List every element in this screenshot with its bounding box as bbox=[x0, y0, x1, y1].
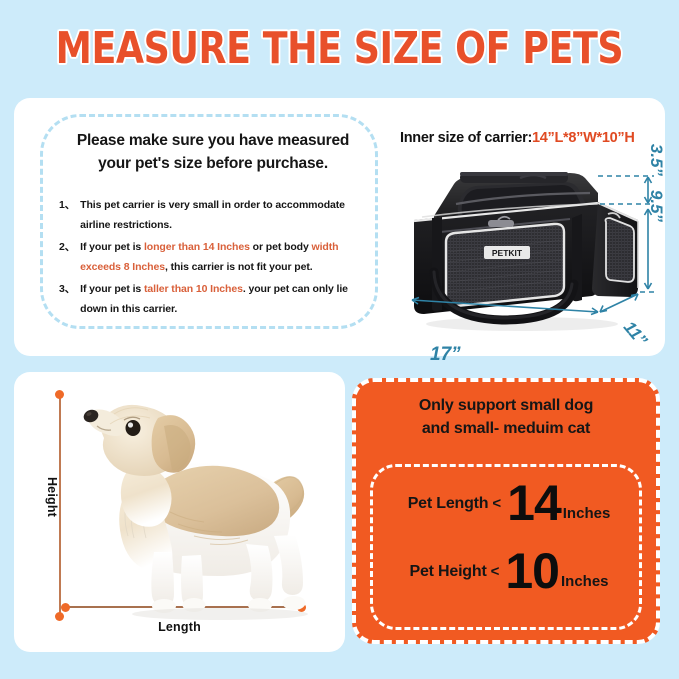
height-measure-line bbox=[59, 394, 61, 616]
list-item-number: 1、 bbox=[59, 199, 76, 211]
spec-row-pet-length: Pet Length < 14 Inches bbox=[373, 475, 645, 531]
support-heading-line-2: and small- meduim cat bbox=[421, 420, 591, 438]
carrier-size-value: 14”L*8”W*10”H bbox=[532, 130, 635, 146]
instructions-list: 1、 This pet carrier is very small in ord… bbox=[59, 195, 371, 321]
height-measure-dot-top bbox=[55, 390, 64, 399]
list-item-highlight: width exceeds 8 Inches bbox=[80, 240, 339, 274]
carrier-size-heading: Inner size of carrier:14”L*8”W*10”H bbox=[400, 130, 635, 146]
list-item-body: If your pet is longer than 14 Inches or … bbox=[80, 237, 371, 278]
instructions-heading-line-1: Please make sure you have measured bbox=[76, 132, 350, 149]
spec-dashed-box: Pet Length < 14 Inches Pet Height < 10 I… bbox=[370, 464, 642, 630]
list-item: 2、 If your pet is longer than 14 Inches … bbox=[59, 237, 371, 278]
list-item-highlight: longer than 14 Inches bbox=[143, 240, 250, 253]
instructions-heading: Please make sure you have measured your … bbox=[57, 129, 369, 176]
carrier-bag-image: PETKIT bbox=[411, 172, 658, 331]
pet-measure-photo-panel: Height Length bbox=[14, 372, 345, 652]
info-panel: Please make sure you have measured your … bbox=[14, 98, 666, 365]
list-item: 1、 This pet carrier is very small in ord… bbox=[59, 195, 371, 236]
brand-tag-text: PETKIT bbox=[492, 248, 523, 258]
dog-photo bbox=[83, 404, 308, 620]
support-spec-panel: Only support small dog and small- meduim… bbox=[352, 378, 660, 644]
list-item-text: If your pet is bbox=[80, 282, 144, 295]
list-item-text: . your pet can only lie down in this car… bbox=[80, 282, 348, 316]
page-title-bar: MEASURE THE SIZE OF PETS bbox=[0, 18, 679, 78]
carrier-dim-top-height: 3.5” bbox=[647, 143, 666, 176]
height-measure-dot-bottom bbox=[55, 612, 64, 621]
carrier-dim-body-height: 9.5” bbox=[647, 189, 666, 222]
list-item-text: If your pet is bbox=[80, 240, 144, 253]
carrier-illustration: PETKIT bbox=[402, 144, 666, 365]
spec-value: 10 bbox=[505, 543, 560, 599]
list-item-body: This pet carrier is very small in order … bbox=[80, 195, 371, 236]
carrier-size-label: Inner size of carrier: bbox=[400, 130, 533, 146]
support-heading: Only support small dog and small- meduim… bbox=[368, 394, 644, 440]
list-item-highlight: taller than 10 Inches bbox=[143, 282, 243, 295]
height-label: Height bbox=[45, 476, 60, 518]
list-item-text: , this carrier is not fit your pet. bbox=[164, 261, 313, 274]
instructions-dashed-box: Please make sure you have measured your … bbox=[40, 114, 378, 329]
list-item-text: or pet body bbox=[249, 240, 312, 253]
page-title: MEASURE THE SIZE OF PETS bbox=[55, 21, 625, 75]
list-item: 3、 If your pet is taller than 10 Inches.… bbox=[59, 279, 371, 320]
spec-operator: < bbox=[492, 495, 502, 512]
length-label: Length bbox=[158, 620, 201, 634]
length-measure-dot-left bbox=[61, 603, 70, 612]
spec-value: 14 bbox=[507, 475, 562, 531]
spec-unit: Inches bbox=[562, 505, 611, 522]
spec-operator: < bbox=[490, 563, 500, 580]
list-item-number: 3、 bbox=[59, 282, 76, 295]
list-item-body: If your pet is taller than 10 Inches. yo… bbox=[80, 279, 371, 320]
list-item-number: 2、 bbox=[59, 240, 76, 253]
spec-label: Pet Length bbox=[407, 494, 489, 512]
carrier-dim-width: 17” bbox=[430, 344, 461, 365]
instructions-heading-line-2: your pet's size before purchase. bbox=[98, 155, 328, 173]
spec-row-pet-height: Pet Height < 10 Inches bbox=[373, 543, 645, 599]
support-heading-line-1: Only support small dog bbox=[418, 397, 594, 414]
spec-unit: Inches bbox=[560, 573, 609, 590]
spec-label: Pet Height bbox=[409, 562, 487, 580]
list-item-text: This pet carrier is very small in order … bbox=[80, 199, 345, 232]
